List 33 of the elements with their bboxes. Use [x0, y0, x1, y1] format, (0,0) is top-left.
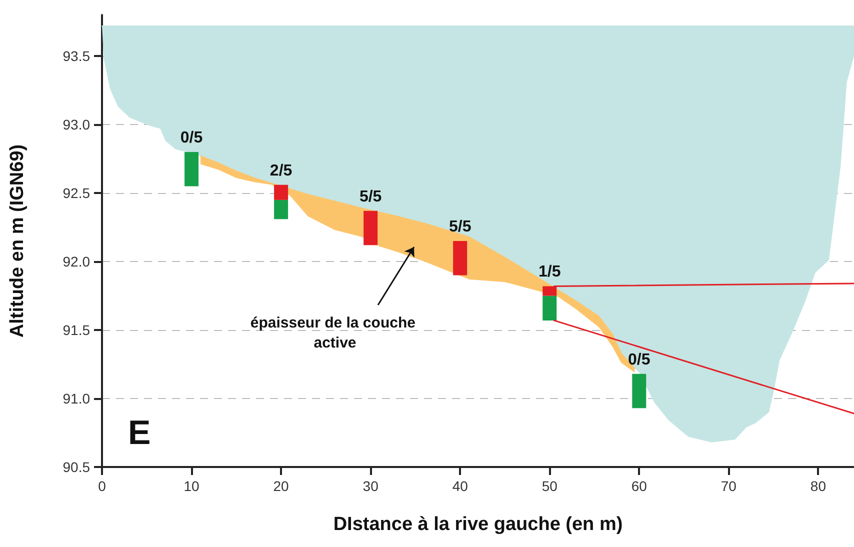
bar — [274, 200, 288, 220]
y-tick-label: 93.0 — [62, 116, 90, 133]
y-tick-label: 91.0 — [62, 390, 90, 407]
x-tick-label: 80 — [810, 478, 826, 494]
annotation: 1/5 — [538, 264, 561, 281]
x-tick-label: 0 — [98, 478, 106, 494]
x-tick-label: 70 — [720, 478, 737, 494]
annotation: 5/5 — [359, 188, 382, 206]
x-tick-label: 50 — [542, 478, 558, 494]
x-tick-label: 60 — [631, 478, 648, 494]
y-tick-label: 92.5 — [62, 185, 90, 202]
annotation: 0/5 — [628, 351, 650, 368]
y-tick-label: 92.0 — [62, 254, 90, 270]
annotation: E — [128, 414, 151, 452]
annotation: 2/5 — [270, 162, 292, 180]
x-tick-label: 10 — [184, 478, 200, 494]
bar — [184, 152, 199, 186]
y-axis-title: Altitude en m (IGN69) — [7, 144, 28, 338]
x-tick-label: 20 — [273, 478, 290, 494]
annotation: 5/5 — [448, 218, 472, 236]
x-tick-label: 30 — [362, 478, 379, 494]
bar — [632, 374, 646, 408]
y-tick-label: 91.5 — [62, 322, 90, 338]
bar — [542, 296, 557, 320]
bar — [274, 184, 288, 200]
x-axis-title: DIstance à la rive gauche (en m) — [333, 514, 623, 535]
annotation: 0/5 — [180, 129, 203, 146]
annotation: épaisseur de la couche active — [250, 314, 420, 352]
y-tick-label: 90.5 — [62, 459, 90, 475]
x-tick-label: 40 — [452, 478, 468, 494]
bar — [453, 241, 468, 276]
bar — [364, 210, 378, 246]
y-tick-label: 93.5 — [62, 48, 90, 64]
